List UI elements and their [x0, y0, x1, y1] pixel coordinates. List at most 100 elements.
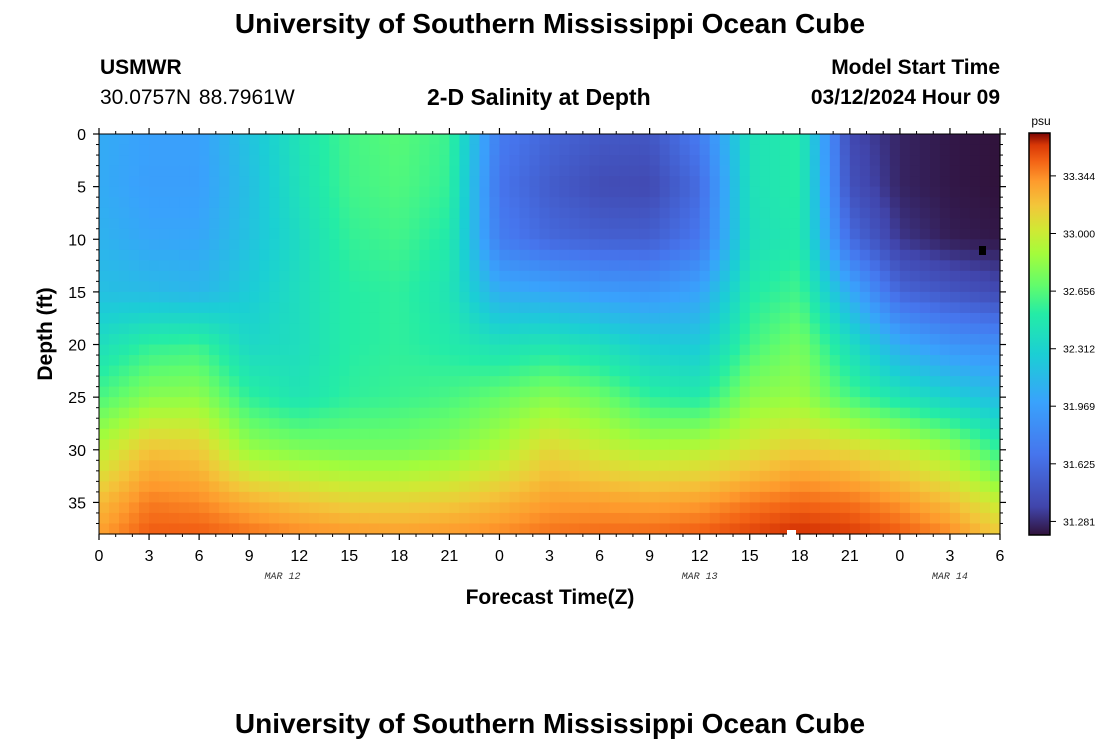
- heatmap-cell: [499, 439, 511, 451]
- heatmap-cell: [639, 397, 651, 409]
- heatmap-cell: [299, 144, 310, 156]
- heatmap-cell: [169, 323, 180, 335]
- heatmap-cell: [759, 239, 771, 251]
- heatmap-cell: [469, 460, 481, 472]
- heatmap-cell: [99, 165, 110, 177]
- heatmap-cell: [939, 491, 951, 504]
- heatmap-cell: [539, 291, 551, 304]
- heatmap-cell: [849, 512, 861, 525]
- heatmap-cell: [539, 165, 551, 177]
- heatmap-cell: [339, 249, 350, 261]
- heatmap-cell: [529, 207, 541, 219]
- heatmap-cell: [649, 144, 661, 156]
- heatmap-cell: [829, 302, 841, 314]
- heatmap-cell: [199, 291, 210, 304]
- heatmap-cell: [129, 176, 140, 188]
- heatmap-cell: [919, 491, 931, 504]
- heatmap-cell: [699, 239, 711, 251]
- heatmap-cell: [969, 270, 981, 282]
- heatmap-cell: [329, 344, 340, 356]
- heatmap-cell: [849, 523, 861, 535]
- heatmap-cell: [309, 502, 320, 514]
- heatmap-cell: [599, 218, 611, 230]
- heatmap-cell: [509, 502, 521, 514]
- heatmap-cell: [799, 186, 811, 198]
- heatmap-cell: [669, 460, 681, 472]
- heatmap-cell: [899, 281, 911, 293]
- heatmap-cell: [209, 134, 220, 146]
- heatmap-cell: [239, 512, 250, 525]
- heatmap-cell: [659, 291, 671, 304]
- heatmap-cell: [959, 344, 971, 356]
- heatmap-cell: [969, 439, 981, 451]
- heatmap-cell: [469, 312, 481, 325]
- heatmap-cell: [179, 523, 190, 535]
- heatmap-cell: [579, 386, 591, 398]
- heatmap-cell: [549, 502, 561, 514]
- heatmap-cell: [219, 218, 230, 230]
- heatmap-cell: [209, 502, 220, 514]
- heatmap-cell: [239, 407, 250, 419]
- heatmap-cell: [509, 334, 521, 346]
- heatmap-cell: [859, 460, 871, 472]
- heatmap-cell: [239, 470, 250, 482]
- heatmap-cell: [559, 491, 571, 504]
- heatmap-cell: [809, 523, 821, 535]
- heatmap-cell: [949, 365, 961, 377]
- heatmap-cell: [419, 365, 430, 377]
- heatmap-cell: [579, 428, 591, 440]
- heatmap-cell: [219, 334, 230, 346]
- heatmap-cell: [939, 386, 951, 398]
- heatmap-cell: [579, 207, 591, 219]
- heatmap-cell: [839, 334, 851, 346]
- heatmap-cell: [879, 155, 891, 167]
- heatmap-cell: [679, 312, 691, 325]
- heatmap-cell: [969, 134, 981, 146]
- colorbar: psu 33.34433.00032.65632.31231.96931.625…: [1028, 114, 1095, 536]
- heatmap-cell: [519, 186, 531, 198]
- heatmap-cell: [599, 249, 611, 261]
- heatmap-cell: [579, 460, 591, 472]
- heatmap-cell: [179, 407, 190, 419]
- heatmap-cell: [889, 291, 901, 304]
- heatmap-cell: [439, 291, 450, 304]
- heatmap-cell: [209, 386, 220, 398]
- heatmap-cell: [679, 218, 691, 230]
- heatmap-cell: [389, 144, 400, 156]
- heatmap-cell: [529, 334, 541, 346]
- heatmap-cell: [179, 481, 190, 493]
- heatmap-cell: [319, 249, 330, 261]
- heatmap-cell: [649, 481, 661, 493]
- heatmap-cell: [649, 512, 661, 525]
- heatmap-cell: [499, 239, 511, 251]
- date-label: MAR 12: [265, 572, 301, 583]
- heatmap-cell: [229, 355, 240, 367]
- heatmap-cell: [579, 155, 591, 167]
- heatmap-cell: [659, 481, 671, 493]
- heatmap-cell: [779, 228, 791, 240]
- heatmap-cell: [199, 239, 210, 251]
- heatmap-cell: [369, 281, 380, 293]
- heatmap-cell: [199, 376, 210, 388]
- heatmap-cell: [639, 481, 651, 493]
- heatmap-cell: [879, 312, 891, 325]
- heatmap-cell: [789, 239, 801, 251]
- heatmap-cell: [319, 481, 330, 493]
- heatmap-cell: [909, 207, 921, 219]
- heatmap-cell: [219, 428, 230, 440]
- heatmap-cell: [919, 218, 931, 230]
- heatmap-cell: [709, 207, 721, 219]
- heatmap-cell: [309, 418, 320, 430]
- heatmap-cell: [419, 186, 430, 198]
- heatmap-cell: [99, 155, 110, 167]
- heatmap-cell: [439, 302, 450, 314]
- heatmap-cell: [769, 186, 781, 198]
- heatmap-cell: [109, 512, 120, 525]
- heatmap-cell: [199, 449, 210, 461]
- heatmap-cell: [659, 176, 671, 188]
- heatmap-cell: [239, 449, 250, 461]
- heatmap-cell: [309, 165, 320, 177]
- heatmap-cell: [409, 334, 420, 346]
- heatmap-cell: [269, 197, 280, 209]
- heatmap-cell: [439, 176, 450, 188]
